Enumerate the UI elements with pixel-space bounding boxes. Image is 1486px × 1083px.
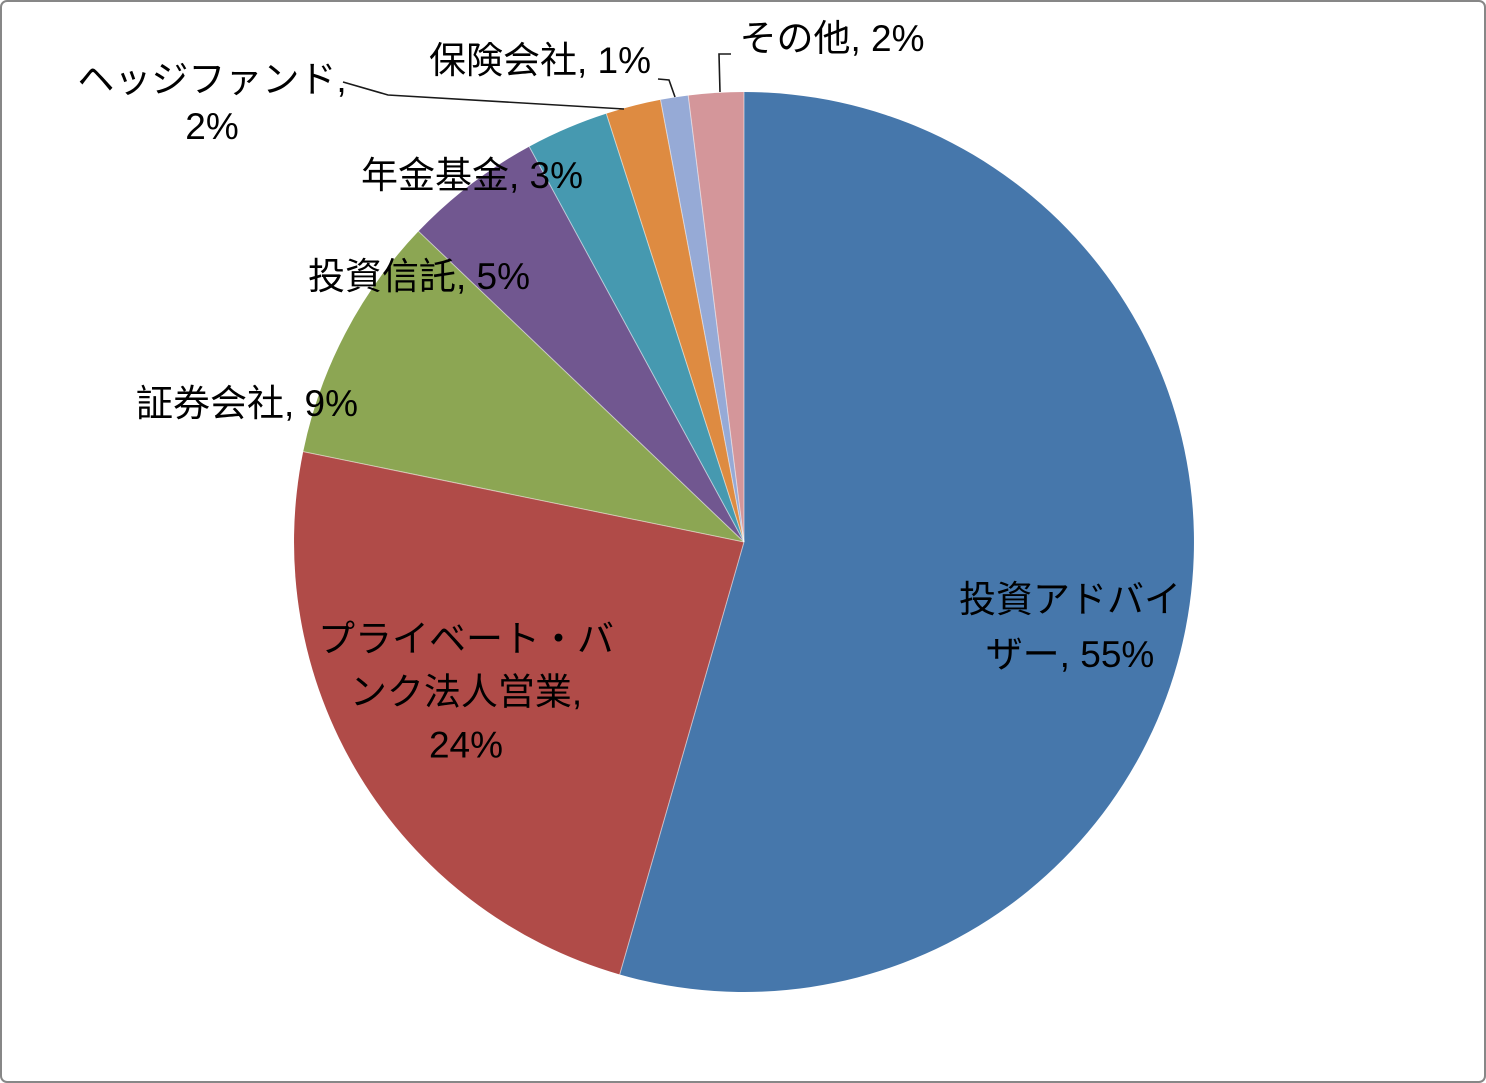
pie-slice-private-bank <box>294 451 744 975</box>
pie-label-other: その他, 2% <box>739 18 925 59</box>
slice-separator <box>528 146 745 543</box>
pie-label-investment-trust: 投資信託, 5% <box>307 256 531 297</box>
pie-label-securities: 証券会社, 9% <box>135 383 359 424</box>
pie-label-advisor: 投資アドバイ ザー, 55% <box>959 579 1181 675</box>
pie-slice-investment-trust <box>418 146 744 542</box>
slice-separator <box>605 113 745 543</box>
pie-label-insurance: 保険会社, 1% <box>428 40 652 81</box>
slice-separator <box>418 230 745 543</box>
pie-slice-hedge-fund <box>606 99 744 543</box>
pie-slice-pension-fund <box>529 113 744 542</box>
pie-slice-securities <box>303 231 744 543</box>
slice-separator <box>660 99 745 543</box>
slice-separator <box>303 451 745 543</box>
leader-line-other <box>718 53 731 93</box>
slice-separator <box>619 541 745 975</box>
leader-line-hedge-fund <box>342 81 625 110</box>
slice-separator <box>687 95 745 543</box>
pie-label-private-bank: プライベート・バ ンク法人営業, 24% <box>318 618 614 766</box>
pie-label-pension-fund: 年金基金, 3% <box>360 155 584 196</box>
pie-label-hedge-fund: ヘッジファンド, 2% <box>77 59 347 147</box>
pie-slice-advisor <box>619 92 1194 992</box>
leader-line-insurance <box>657 78 676 98</box>
